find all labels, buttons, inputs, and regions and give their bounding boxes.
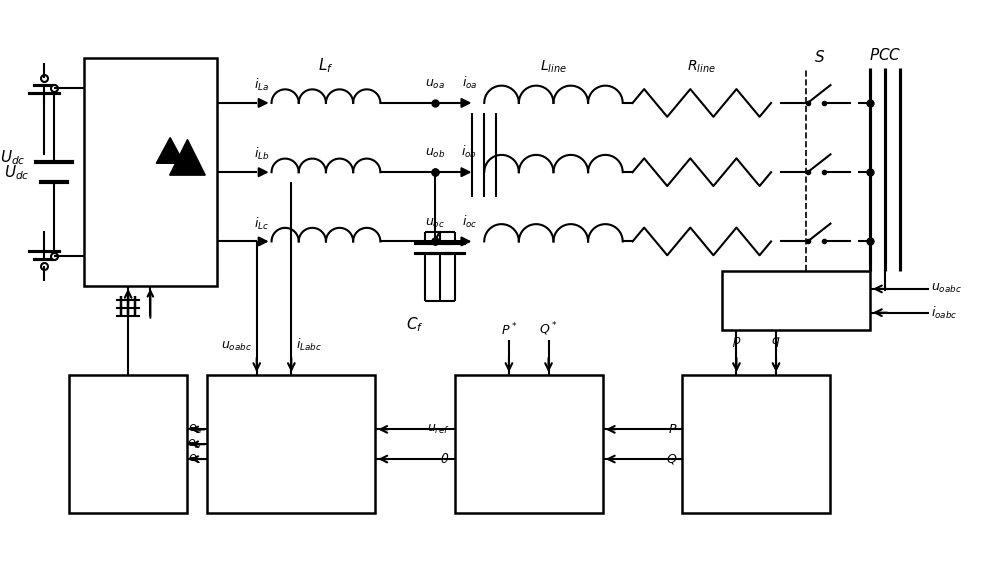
Text: 功率计算: 功率计算 — [779, 294, 813, 308]
Polygon shape — [156, 137, 184, 163]
Text: $U_{dc}$: $U_{dc}$ — [4, 163, 29, 182]
Text: $i_{oabc}$: $i_{oabc}$ — [931, 305, 958, 321]
Bar — [455, 375, 603, 513]
Text: $L_f$: $L_f$ — [318, 57, 334, 75]
Polygon shape — [170, 140, 205, 175]
Text: SPWM
调制器: SPWM 调制器 — [107, 429, 150, 459]
Text: $e_c$: $e_c$ — [188, 453, 202, 466]
Text: $u_{oabc}$: $u_{oabc}$ — [221, 340, 252, 353]
Text: 下垂控制: 下垂控制 — [512, 437, 545, 451]
Bar — [682, 375, 830, 513]
Text: $u_{oabc}$: $u_{oabc}$ — [931, 282, 962, 296]
Text: $p$: $p$ — [732, 335, 741, 350]
Text: $L_{line}$: $L_{line}$ — [540, 59, 567, 75]
Bar — [69, 375, 187, 513]
Text: $S$: $S$ — [814, 49, 825, 65]
Text: $i_{oa}$: $i_{oa}$ — [462, 75, 477, 91]
Text: $u_{ob}$: $u_{ob}$ — [425, 147, 445, 160]
Text: 电压电流内环: 电压电流内环 — [266, 437, 316, 451]
Text: $e_b$: $e_b$ — [187, 438, 202, 451]
Text: $e_a$: $e_a$ — [188, 423, 202, 436]
Text: 复合型滤
波器: 复合型滤 波器 — [740, 429, 773, 459]
Text: $q$: $q$ — [771, 335, 781, 350]
Text: $Q^*$: $Q^*$ — [539, 321, 558, 338]
Text: $Q$: $Q$ — [666, 452, 677, 466]
Text: $i_{Labc}$: $i_{Labc}$ — [296, 337, 322, 353]
Text: $P$: $P$ — [668, 423, 677, 436]
Text: $P^*$: $P^*$ — [501, 322, 517, 338]
Text: $i_{Lc}$: $i_{Lc}$ — [254, 215, 269, 232]
Text: $i_{Lb}$: $i_{Lb}$ — [254, 146, 269, 162]
Text: $U_{dc}$: $U_{dc}$ — [0, 148, 25, 167]
Text: $R_{line}$: $R_{line}$ — [687, 59, 716, 75]
Bar — [84, 58, 217, 286]
Text: $PCC$: $PCC$ — [869, 47, 901, 63]
Bar — [207, 375, 375, 513]
Text: $\theta$: $\theta$ — [440, 452, 450, 466]
Text: $C_f$: $C_f$ — [406, 316, 424, 334]
Text: $u_{oa}$: $u_{oa}$ — [425, 78, 445, 91]
Text: $i_{oc}$: $i_{oc}$ — [462, 213, 477, 229]
Text: $i_{La}$: $i_{La}$ — [254, 77, 269, 93]
Text: $u_{oc}$: $u_{oc}$ — [425, 217, 445, 229]
Bar — [722, 271, 870, 330]
Text: $u_{ref}$: $u_{ref}$ — [427, 423, 450, 436]
Text: $i_{ob}$: $i_{ob}$ — [461, 144, 477, 160]
